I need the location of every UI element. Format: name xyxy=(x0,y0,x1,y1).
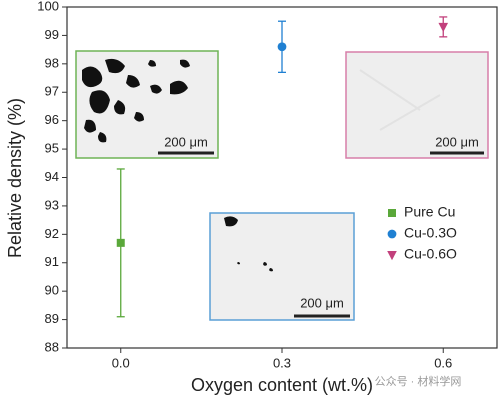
y-tick-label: 98 xyxy=(45,55,59,70)
inset-pure-cu xyxy=(75,50,219,159)
watermark: 公众号 · 材料学网 xyxy=(375,374,462,388)
y-tick-label: 97 xyxy=(45,84,59,99)
legend-label: Cu-0.6O xyxy=(404,246,457,262)
legend-marker xyxy=(388,209,396,217)
point xyxy=(277,42,287,52)
inset-cu-06o xyxy=(345,51,489,159)
x-tick-label: 0.3 xyxy=(273,355,291,370)
legend-marker xyxy=(387,229,397,239)
x-tick-label: 0.6 xyxy=(434,355,452,370)
y-tick-label: 89 xyxy=(45,311,59,326)
legend-label: Cu-0.3O xyxy=(404,225,457,241)
point xyxy=(116,238,125,247)
y-tick-label: 91 xyxy=(45,254,59,269)
y-tick-label: 93 xyxy=(45,197,59,212)
y-tick-label: 88 xyxy=(45,339,59,354)
y-tick-label: 92 xyxy=(45,226,59,241)
scale-label: 200 μm xyxy=(164,134,208,149)
scale-label: 200 μm xyxy=(300,295,344,310)
x-axis-title: Oxygen content (wt.%) xyxy=(191,375,373,395)
scale-label: 200 μm xyxy=(435,134,479,149)
y-tick-label: 94 xyxy=(45,169,59,184)
y-tick-label: 100 xyxy=(37,0,59,13)
y-tick-label: 90 xyxy=(45,283,59,298)
inset-cu-03o xyxy=(209,212,355,321)
point xyxy=(438,22,449,33)
y-tick-label: 99 xyxy=(45,27,59,42)
y-axis-title: Relative density (%) xyxy=(5,98,25,258)
y-tick-label: 95 xyxy=(45,141,59,156)
y-tick-label: 96 xyxy=(45,112,59,127)
x-tick-label: 0.0 xyxy=(112,355,130,370)
legend-label: Pure Cu xyxy=(404,204,455,220)
legend-marker xyxy=(387,251,397,261)
